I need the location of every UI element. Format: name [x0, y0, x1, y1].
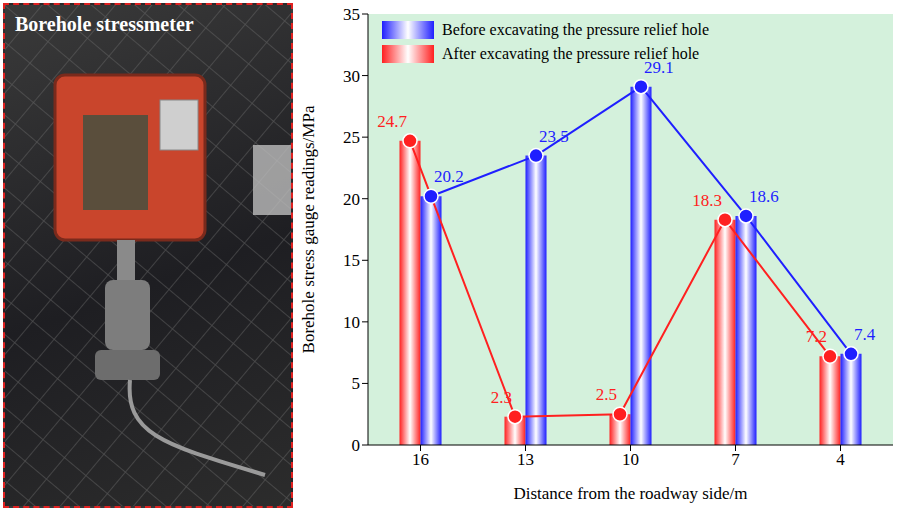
svg-text:7.2: 7.2 [806, 327, 827, 346]
svg-text:7: 7 [731, 450, 740, 469]
svg-text:30: 30 [343, 67, 360, 86]
svg-text:23.5: 23.5 [539, 127, 569, 146]
svg-text:29.1: 29.1 [644, 57, 674, 77]
svg-text:24.7: 24.7 [377, 112, 407, 131]
svg-text:13: 13 [517, 450, 534, 469]
svg-text:18.6: 18.6 [749, 187, 779, 206]
svg-text:16: 16 [412, 450, 429, 469]
svg-text:Borehole stress gauge readings: Borehole stress gauge readings/MPa [300, 105, 318, 353]
html-text:Before excavating the pressure: Before excavating the pressure relief ho… [442, 21, 709, 38]
svg-text:18.3: 18.3 [692, 191, 722, 210]
svg-text:20.2: 20.2 [434, 167, 464, 186]
svg-text:5: 5 [352, 374, 361, 393]
svg-text:2.3: 2.3 [491, 388, 512, 407]
svg-text:35: 35 [343, 5, 360, 24]
svg-text:20: 20 [343, 190, 360, 209]
html-text:After excavating the pressure: After excavating the pressure relief hol… [442, 45, 700, 62]
svg-text:Distance from the roadway side: Distance from the roadway side/m [513, 484, 747, 503]
svg-text:0: 0 [352, 436, 361, 455]
svg-text:15: 15 [343, 251, 360, 270]
svg-text:7.4: 7.4 [854, 325, 876, 344]
svg-text:4: 4 [836, 450, 845, 469]
svg-text:25: 25 [343, 128, 360, 147]
svg-text:10: 10 [343, 313, 360, 332]
html-text:Borehole stressmeter: Borehole stressmeter [15, 13, 194, 35]
svg-text:10: 10 [622, 450, 639, 469]
svg-text:2.5: 2.5 [596, 385, 617, 404]
